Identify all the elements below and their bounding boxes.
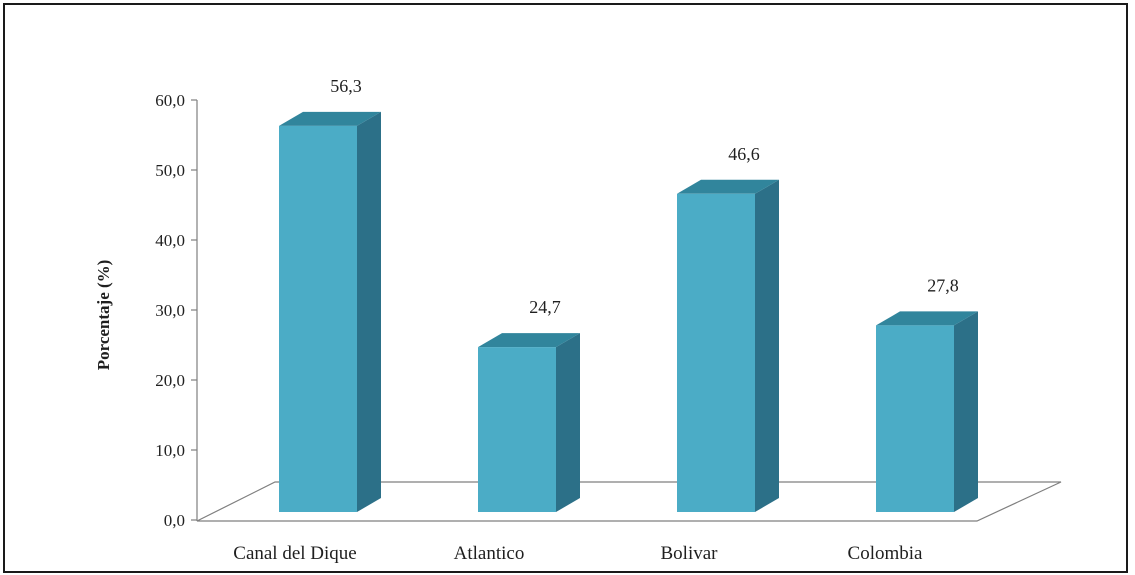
category-label: Canal del Dique (233, 543, 356, 564)
y-axis-label: Porcentaje (%) (94, 260, 113, 371)
y-tick-label: 60,0 (155, 91, 185, 110)
chart-frame: 0,0 10,0 20,0 30,0 40,0 50,0 60,0 56,3 Canal de… (3, 3, 1128, 573)
category-label: Atlantico (454, 543, 525, 564)
bar-top (677, 179, 779, 194)
bar-side (357, 111, 381, 513)
labels: 56,3 Canal del Dique 24,7 Atlantico 46,6 Boli… (233, 76, 958, 564)
y-tick-label: 20,0 (155, 371, 185, 390)
y-tick-label: 50,0 (155, 161, 185, 180)
bars (279, 111, 978, 513)
y-tick-label: 10,0 (155, 441, 185, 460)
y-tick-label: 30,0 (155, 301, 185, 320)
bar (478, 333, 580, 512)
category-label: Bolivar (661, 543, 719, 564)
y-tick-label: 40,0 (155, 231, 185, 250)
chart-floor (196, 481, 1062, 522)
floor-plane (196, 481, 1062, 522)
bar (279, 111, 381, 513)
bar-side (755, 179, 779, 513)
bar-top (478, 333, 580, 348)
category-label: Colombia (848, 543, 924, 564)
bar-front (478, 347, 556, 512)
bar-side (954, 311, 978, 512)
bar-top (279, 111, 381, 126)
bar-top (876, 311, 978, 326)
data-label: 24,7 (529, 297, 561, 317)
data-label: 56,3 (330, 76, 362, 96)
bar (876, 311, 978, 512)
bar-side (556, 333, 580, 512)
y-axis: 0,0 10,0 20,0 30,0 40,0 50,0 60,0 (155, 91, 198, 530)
bar-front (677, 193, 755, 513)
y-tick-label: 0,0 (164, 511, 185, 530)
bar (677, 179, 779, 513)
bar-front (876, 325, 954, 512)
data-label: 46,6 (728, 144, 760, 164)
data-label: 27,8 (927, 275, 959, 295)
bar-front (279, 125, 357, 513)
bar-chart: 0,0 10,0 20,0 30,0 40,0 50,0 60,0 56,3 Canal de… (94, 76, 1062, 564)
